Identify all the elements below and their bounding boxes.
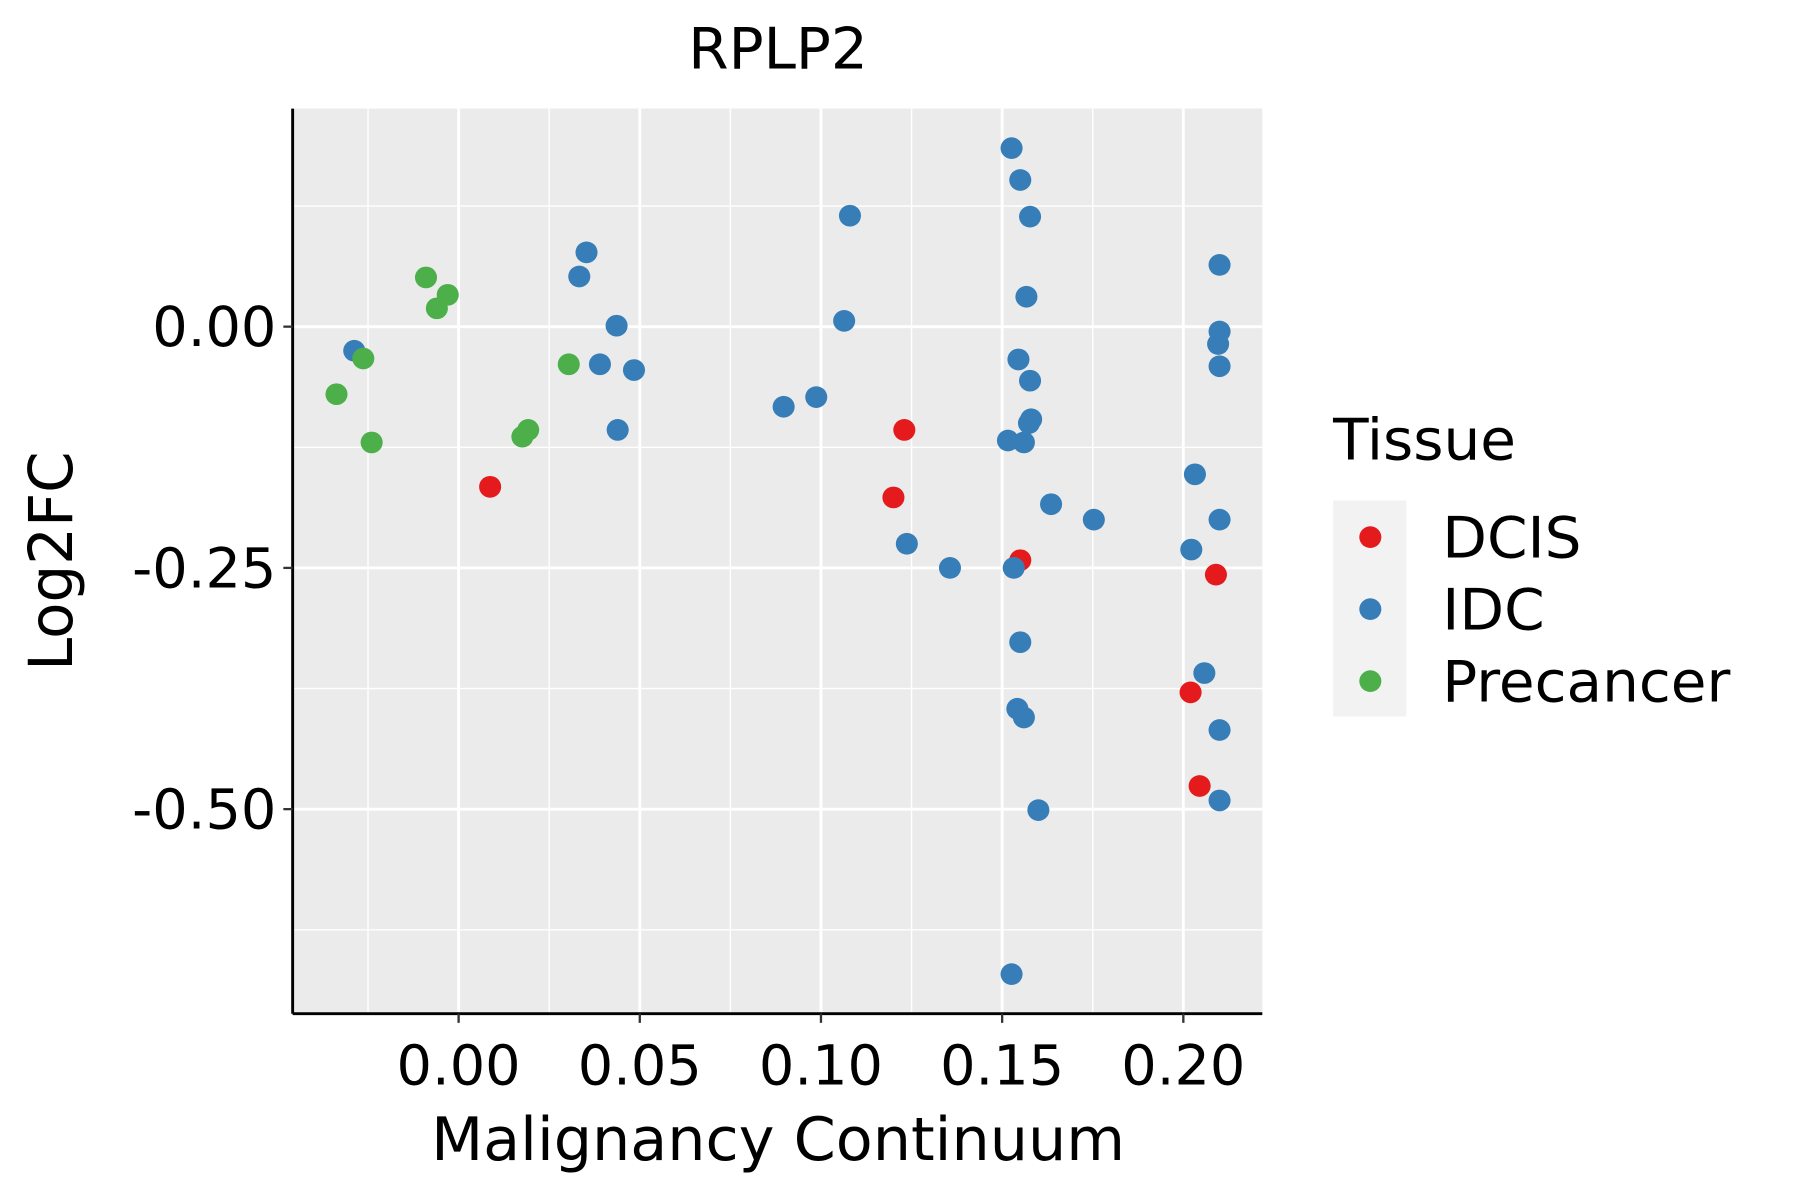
data-point-idc — [1207, 333, 1230, 355]
legend-key-precancer — [1359, 670, 1382, 692]
data-point-idc — [1208, 508, 1231, 531]
data-point-idc — [1012, 706, 1035, 729]
data-point-idc — [1009, 169, 1032, 191]
data-point-precancer — [414, 266, 438, 289]
data-point-idc — [1180, 538, 1203, 561]
data-point-idc — [1193, 662, 1216, 684]
x-tick-label: 0.20 — [1121, 1035, 1245, 1098]
data-point-precancer — [517, 419, 540, 441]
data-point-idc — [605, 314, 628, 337]
legend-label-idc: IDC — [1442, 577, 1544, 643]
data-point-idc — [772, 395, 795, 418]
data-point-idc — [1040, 493, 1063, 516]
legend-key-dcis — [1359, 526, 1382, 548]
data-point-idc — [838, 204, 861, 227]
data-point-dcis — [882, 486, 905, 509]
data-point-precancer — [360, 431, 383, 454]
chart-title: RPLP2 — [688, 16, 868, 82]
axis-ticks: 0.00 0.05 0.10 0.15 0.20 0.00 -0.25 -0.50 — [132, 296, 1245, 1098]
data-point-idc — [622, 359, 646, 381]
data-point-idc — [833, 310, 856, 332]
data-point-idc — [895, 532, 918, 555]
data-point-dcis — [1188, 775, 1211, 797]
data-point-dcis — [893, 419, 916, 441]
data-point-idc — [1015, 285, 1038, 308]
data-point-dcis — [1179, 681, 1202, 704]
data-point-idc — [1007, 348, 1030, 371]
data-point-idc — [1183, 463, 1206, 486]
data-point-idc — [1000, 963, 1023, 986]
data-point-idc — [1208, 355, 1231, 378]
data-point-precancer — [436, 283, 459, 306]
data-point-idc — [1019, 205, 1042, 228]
x-tick-label: 0.00 — [397, 1035, 521, 1098]
legend-key-idc — [1359, 598, 1382, 620]
data-point-precancer — [352, 347, 375, 370]
legend-title: Tissue — [1332, 407, 1516, 473]
data-point-precancer — [557, 353, 580, 376]
x-tick-label: 0.05 — [578, 1035, 702, 1098]
data-point-idc — [1208, 254, 1231, 276]
data-point-idc — [1000, 137, 1023, 159]
y-tick-label: 0.00 — [152, 296, 276, 359]
data-point-idc — [568, 265, 591, 288]
data-point-idc — [1082, 508, 1105, 531]
y-axis-label: Log2FC — [17, 451, 88, 671]
data-point-idc — [1019, 369, 1042, 392]
data-point-dcis — [479, 475, 502, 498]
gridlines — [292, 108, 1263, 1014]
data-point-idc — [1009, 631, 1032, 654]
data-point-idc — [1012, 431, 1035, 454]
plot-panel — [292, 108, 1263, 1014]
x-tick-label: 0.15 — [940, 1035, 1064, 1098]
data-point-idc — [606, 419, 629, 441]
data-point-idc — [1002, 557, 1025, 579]
data-point-idc — [1027, 799, 1050, 821]
data-point-idc — [1208, 719, 1231, 741]
legend-label-precancer: Precancer — [1442, 649, 1730, 715]
x-axis-label: Malignancy Continuum — [431, 1105, 1125, 1174]
legend-label-dcis: DCIS — [1442, 505, 1581, 571]
data-point-idc — [1017, 412, 1040, 435]
data-point-idc — [1208, 789, 1231, 812]
y-tick-label: -0.50 — [132, 779, 276, 842]
data-point-idc — [575, 241, 598, 264]
data-points — [325, 137, 1231, 986]
y-tick-label: -0.25 — [132, 538, 276, 601]
data-point-precancer — [325, 383, 348, 406]
x-tick-label: 0.10 — [759, 1035, 883, 1098]
data-point-idc — [938, 557, 961, 579]
data-point-idc — [805, 386, 828, 408]
data-point-idc — [588, 353, 611, 376]
data-point-dcis — [1204, 563, 1227, 586]
